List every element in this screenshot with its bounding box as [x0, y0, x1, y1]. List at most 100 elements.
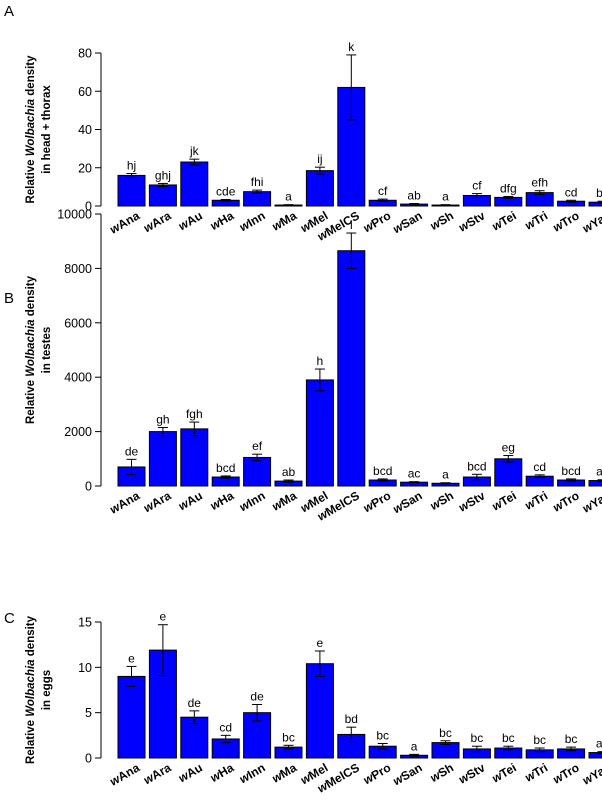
significance-letter: cde [216, 184, 236, 198]
significance-letter: de [188, 696, 202, 710]
y-axis-label-text: density [25, 275, 37, 319]
category-label: wSan [390, 208, 424, 236]
y-axis-label-text: density [25, 615, 37, 659]
category-label: wTei [489, 488, 518, 513]
y-tick-label: 0 [85, 200, 92, 214]
category-label: wSan [390, 760, 424, 788]
significance-letter: k [348, 40, 355, 54]
significance-letter: ac [596, 465, 602, 479]
panel-c: C 0 5 10 15 Relative Wolbachia density in eggs… [4, 610, 602, 796]
category-label: wTro [550, 208, 581, 234]
bar [117, 675, 146, 759]
significance-letter: ab [282, 465, 296, 479]
category-label: wPro [361, 760, 393, 787]
category-label: wStv [456, 488, 488, 514]
category-label: wAna [107, 760, 142, 788]
significance-letter: fhi [251, 175, 264, 189]
category-label: wYak [580, 208, 602, 235]
category-label-name: Tri [530, 208, 550, 227]
category-label: wAra [141, 208, 174, 235]
bar [588, 201, 602, 207]
y-axis-label-text: in eggs [41, 670, 53, 710]
significance-letter: de [125, 444, 139, 458]
category-label-name: Sh [436, 488, 456, 508]
y-tick-label: 40 [78, 123, 92, 137]
y-axis-label-line: Relative Wolbachia density [25, 55, 37, 204]
significance-letter: bc [282, 730, 295, 744]
significance-letter: e [128, 651, 135, 665]
y-axis-label-line: in testes [41, 327, 53, 374]
bar [337, 250, 366, 487]
significance-letter: ab [596, 737, 602, 751]
significance-letter: a [285, 190, 292, 204]
bar [243, 191, 272, 207]
y-tick-label: 10000 [57, 208, 92, 222]
y-tick-label: 60 [78, 85, 92, 99]
significance-letter: e [317, 636, 324, 650]
category-label-name: San [399, 760, 425, 783]
significance-letter: cd [219, 720, 232, 734]
significance-letter: bc [596, 186, 602, 200]
category-label: wAu [176, 760, 205, 785]
significance-letter: bc [533, 733, 546, 747]
significance-letter: ij [317, 152, 322, 166]
category-label-name: MelCS [323, 488, 362, 518]
y-axis-label-line: Relative Wolbachia density [25, 615, 37, 764]
significance-letter: cf [472, 179, 482, 193]
category-label: wTei [489, 760, 518, 785]
category-label: wTro [550, 488, 581, 514]
category-label-name: Au [184, 760, 205, 780]
category-label: wMa [269, 488, 299, 513]
category-label-name: Tri [530, 760, 550, 779]
significance-letter: gh [156, 413, 169, 427]
y-tick-label: 0 [85, 480, 92, 494]
significance-letter: cd [533, 460, 546, 474]
y-axis-label-text: density [25, 55, 37, 99]
category-label: wInn [237, 208, 268, 234]
significance-letter: cf [378, 184, 388, 198]
category-label: wSh [428, 760, 456, 784]
significance-letter: a [411, 739, 418, 753]
panel-b: B 0 2000 4000 6000 8000 10000 Relative Wolbachi… [4, 208, 602, 524]
bar [588, 480, 602, 487]
category-label: wAu [176, 208, 205, 233]
category-label: wTri [522, 208, 550, 232]
significance-letter: cd [565, 185, 578, 199]
category-label-name: Ana [115, 488, 142, 512]
category-label: wAra [141, 488, 174, 515]
y-axis-label-text: in head + thorax [41, 85, 53, 174]
category-label: wYak [580, 488, 602, 515]
category-label: wHa [208, 208, 237, 233]
significance-letter: bc [565, 732, 578, 746]
significance-letter: bc [439, 726, 452, 740]
significance-letter: bc [502, 731, 515, 745]
panel-label: B [4, 290, 14, 307]
category-label-name: Ha [216, 488, 237, 508]
category-label: wSh [428, 208, 456, 232]
significance-letter: a [442, 190, 449, 204]
category-label: wHa [208, 760, 237, 785]
panel-a: A 0 20 40 60 80 Relative Wolbachia density in h… [4, 3, 602, 244]
significance-letter: bcd [216, 461, 235, 475]
significance-letter: fgh [186, 407, 203, 421]
category-label: wMa [269, 760, 299, 785]
significance-letter: bc [376, 728, 389, 742]
significance-letter: e [160, 610, 167, 624]
significance-letter: bd [345, 712, 358, 726]
category-label: wTri [522, 760, 550, 784]
y-tick-label: 20 [78, 161, 92, 175]
y-tick-label: 5 [85, 706, 92, 720]
y-tick-label: 15 [78, 616, 92, 630]
significance-letter: bcd [561, 464, 580, 478]
bar [588, 752, 602, 759]
y-axis-label-line: in head + thorax [41, 85, 53, 174]
significance-letter: bcd [373, 464, 392, 478]
category-label-name: Ha [216, 760, 237, 780]
significance-letter: hj [127, 158, 136, 172]
bar [180, 161, 209, 207]
category-label-name: Ha [216, 208, 237, 228]
category-label-name: Au [184, 208, 205, 228]
category-label-name: Sh [436, 208, 456, 228]
y-axis-label-line: in eggs [41, 670, 53, 710]
